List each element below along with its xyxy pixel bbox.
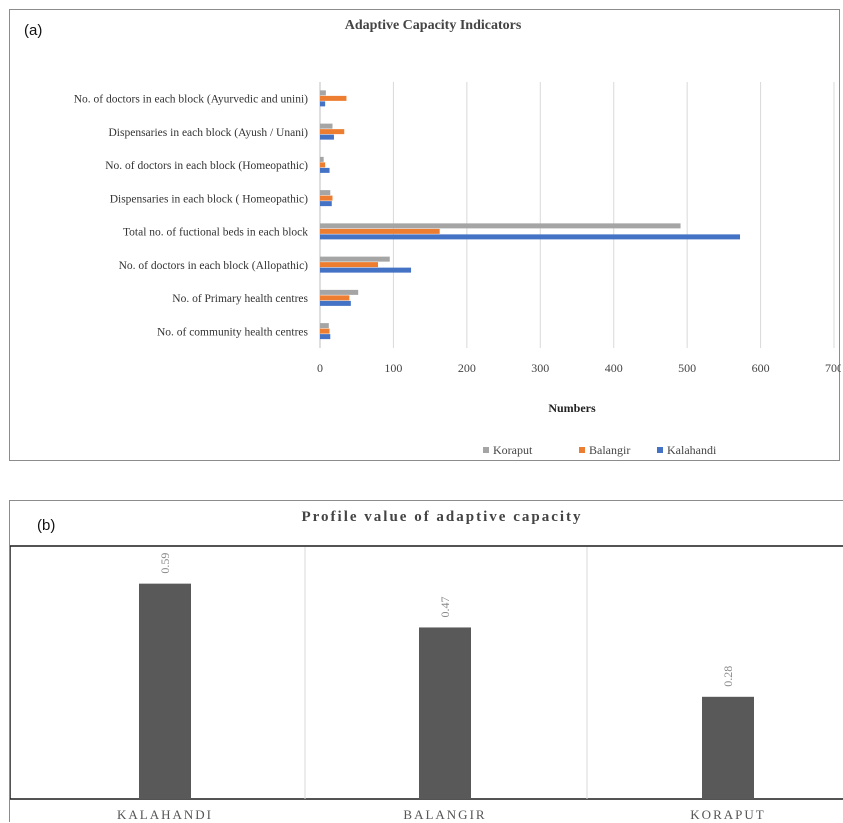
bar-balangir [320,95,347,101]
category-label: No. of community health centres [157,326,309,338]
bar-balangir [320,228,440,234]
category-label: No. of doctors in each block (Ayurvedic … [74,94,308,106]
data-label: 0.47 [438,596,452,617]
bar-kalahandi [320,201,332,207]
x-tick-label: 0 [317,361,323,375]
bar-balangir [320,328,330,334]
bar-koraput [320,156,324,162]
chart-a-title: Adaptive Capacity Indicators [345,18,522,33]
legend-swatch-koraput [483,447,489,453]
bar-chart-b: Profile value of adaptive capacity 0.59 KA… [10,509,843,822]
data-label: 0.28 [721,666,735,687]
bar-koraput [320,289,359,295]
chart-b-title: Profile value of adaptive capacity [301,509,582,525]
bar-koraput [320,190,331,196]
category-label: No. of Primary health centres [172,293,308,305]
bar-chart-a: Adaptive Capacity Indicators 0 100 200 300 40… [74,18,841,457]
bar-balangir [419,627,471,799]
bar-balangir [320,129,345,135]
x-tick-label: 300 [531,361,549,375]
legend-label-koraput: Koraput [493,443,533,457]
x-axis-title: Numbers [548,401,596,415]
category-label: Dispensaries in each block ( Homeopathic… [110,193,308,205]
legend-swatch-kalahandi [657,447,663,453]
bar-kalahandi [139,583,191,799]
chart-panel-b: (b) Profile value of adaptive capacity 0.… [9,500,843,822]
x-tick-label: 700 [825,361,841,375]
category-label: Dispensaries in each block (Ayush / Unan… [108,127,308,139]
bar-kalahandi [320,234,741,240]
category-label: Total no. of fuctional beds in each bloc… [123,227,308,239]
chart-panel-a: (a) Adaptive Capacity Indicators 0 100 200 3… [9,9,841,461]
category-label: No. of doctors in each block (Homeopathi… [105,160,308,172]
x-tick-label: 400 [605,361,623,375]
x-tick-label: 500 [678,361,696,375]
bar-koraput [320,90,326,96]
bar-balangir [320,195,333,201]
category-label: KORAPUT [690,807,765,822]
bar-kalahandi [320,334,331,340]
x-tick-label: 200 [458,361,476,375]
bar-kalahandi [320,300,351,306]
panel-label-b: (b) [37,517,56,534]
legend-label-balangir: Balangir [589,443,630,457]
bar-balangir [320,262,379,268]
legend-label-kalahandi: Kalahandi [667,443,717,457]
bar-balangir [320,295,350,301]
data-label: 0.59 [158,553,172,574]
bar-kalahandi [320,134,334,140]
x-tick-label: 100 [384,361,402,375]
bar-koraput [320,323,329,329]
bar-koraput [320,123,333,129]
bar-kalahandi [320,167,330,173]
legend-swatch-balangir [579,447,585,453]
panel-label-a: (a) [24,22,43,39]
bar-kalahandi [320,267,412,273]
bar-koraput [320,223,681,229]
bar-kalahandi [320,101,326,107]
bar-balangir [320,162,326,168]
category-label: No. of doctors in each block (Allopathic… [119,260,309,272]
bar-koraput [702,696,754,799]
category-label: KALAHANDI [117,807,213,822]
x-tick-label: 600 [752,361,770,375]
category-label: BALANGIR [403,807,486,822]
bar-koraput [320,256,390,262]
